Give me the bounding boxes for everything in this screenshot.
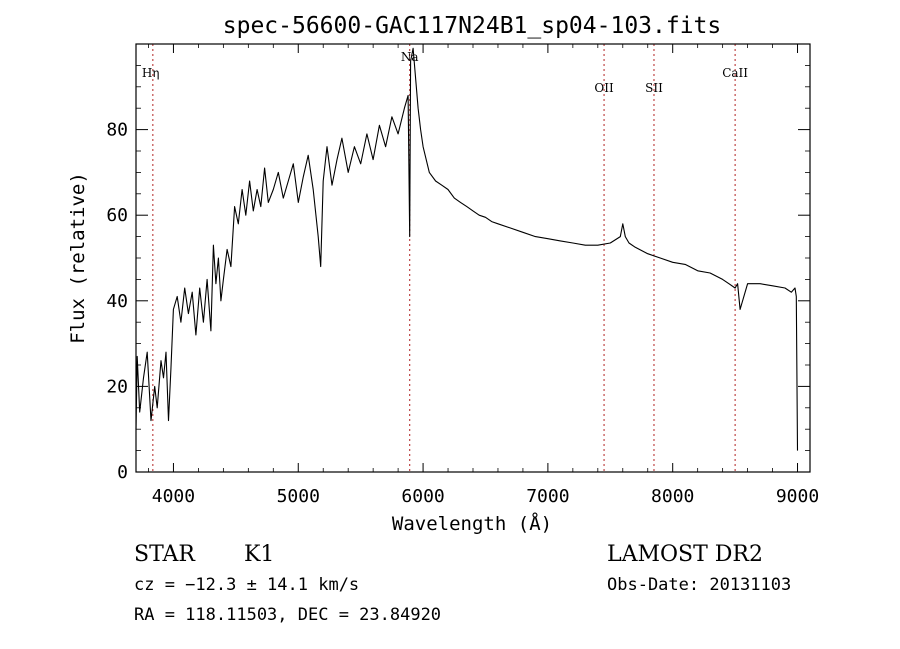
marker-label: Hη — [142, 66, 160, 80]
marker-label: SII — [645, 81, 663, 95]
marker-label: CaII — [722, 66, 748, 80]
y-tick-label: 0 — [117, 462, 128, 483]
x-tick-label: 6000 — [401, 486, 444, 507]
chart-title: spec-56600-GAC117N24B1_sp04-103.fits — [223, 13, 722, 39]
y-tick-label: 40 — [106, 291, 128, 312]
ra-dec-coordinates: RA = 118.11503, DEC = 23.84920 — [134, 605, 441, 625]
survey-name: LAMOST DR2 — [607, 542, 763, 567]
y-tick-label: 80 — [106, 120, 128, 141]
redshift-velocity: cz = −12.3 ± 14.1 km/s — [134, 575, 359, 595]
marker-label: OII — [594, 81, 614, 95]
x-tick-label: 9000 — [776, 486, 819, 507]
x-tick-label: 8000 — [651, 486, 694, 507]
plot-frame — [135, 43, 811, 473]
y-tick-label: 60 — [106, 205, 128, 226]
spectrum-line-0 — [135, 47, 799, 451]
marker-label: Na — [401, 50, 419, 64]
y-tick-label: 20 — [106, 376, 128, 397]
x-tick-label: 7000 — [526, 486, 569, 507]
line-markers: Hη Na OII SII CaII — [142, 44, 748, 472]
x-axis-label: Wavelength (Å) — [392, 512, 552, 535]
object-type: STAR — [134, 542, 196, 567]
x-axis-ticks: 4000 5000 6000 7000 8000 9000 — [148, 44, 819, 507]
x-tick-label: 5000 — [277, 486, 320, 507]
x-tick-label: 4000 — [152, 486, 195, 507]
y-axis-label: Flux (relative) — [67, 172, 89, 344]
spectrum-series — [135, 47, 799, 451]
y-axis-ticks: 0 20 40 60 80 — [106, 65, 810, 483]
observation-date: Obs-Date: 20131103 — [607, 575, 791, 595]
spectral-subclass: K1 — [244, 542, 274, 567]
